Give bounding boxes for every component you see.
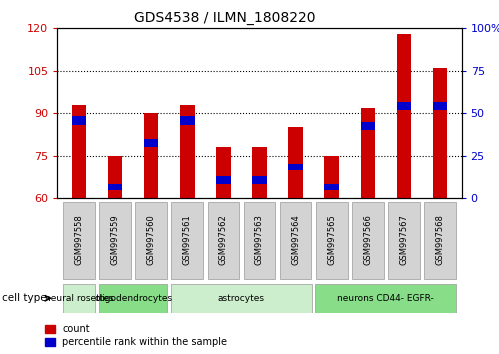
Bar	[433, 68, 447, 198]
Text: GSM997567: GSM997567	[399, 215, 408, 265]
Text: GSM997564: GSM997564	[291, 215, 300, 265]
Bar	[397, 102, 411, 110]
Bar	[180, 116, 195, 125]
Bar	[144, 139, 159, 147]
Bar	[316, 202, 347, 279]
Bar	[315, 284, 456, 313]
Bar	[252, 147, 266, 198]
Bar	[72, 105, 86, 198]
Text: GSM997563: GSM997563	[255, 215, 264, 265]
Bar	[288, 164, 303, 170]
Bar	[324, 184, 339, 190]
Bar	[135, 202, 167, 279]
Text: GSM997558: GSM997558	[74, 215, 83, 265]
Bar	[108, 156, 122, 198]
Text: astrocytes: astrocytes	[218, 294, 265, 303]
Bar	[424, 202, 456, 279]
Bar	[171, 284, 312, 313]
Text: GSM997560: GSM997560	[147, 215, 156, 265]
Text: GDS4538 / ILMN_1808220: GDS4538 / ILMN_1808220	[134, 11, 315, 25]
Bar	[99, 202, 131, 279]
Bar	[144, 113, 159, 198]
Text: GSM997559: GSM997559	[111, 215, 120, 265]
Bar	[433, 102, 447, 110]
Text: neural rosettes: neural rosettes	[45, 294, 113, 303]
Bar	[361, 122, 375, 130]
Bar	[108, 184, 122, 190]
Text: GSM997565: GSM997565	[327, 215, 336, 265]
Text: cell type: cell type	[2, 293, 47, 303]
Bar	[216, 147, 231, 198]
Legend: count, percentile rank within the sample: count, percentile rank within the sample	[45, 325, 227, 347]
Bar	[216, 176, 231, 184]
Bar	[279, 202, 311, 279]
Text: oligodendrocytes: oligodendrocytes	[94, 294, 172, 303]
Bar	[172, 202, 203, 279]
Text: neurons CD44- EGFR-: neurons CD44- EGFR-	[337, 294, 434, 303]
Bar	[352, 202, 384, 279]
Bar	[72, 116, 86, 125]
Bar	[99, 284, 168, 313]
Bar	[388, 202, 420, 279]
Bar	[361, 108, 375, 198]
Bar	[324, 156, 339, 198]
Text: GSM997568: GSM997568	[436, 215, 445, 265]
Text: GSM997566: GSM997566	[363, 215, 372, 265]
Bar	[288, 127, 303, 198]
Bar	[397, 34, 411, 198]
Bar	[244, 202, 275, 279]
Bar	[63, 202, 95, 279]
Text: GSM997562: GSM997562	[219, 215, 228, 265]
Bar	[208, 202, 240, 279]
Bar	[63, 284, 95, 313]
Bar	[180, 105, 195, 198]
Bar	[252, 176, 266, 184]
Text: GSM997561: GSM997561	[183, 215, 192, 265]
